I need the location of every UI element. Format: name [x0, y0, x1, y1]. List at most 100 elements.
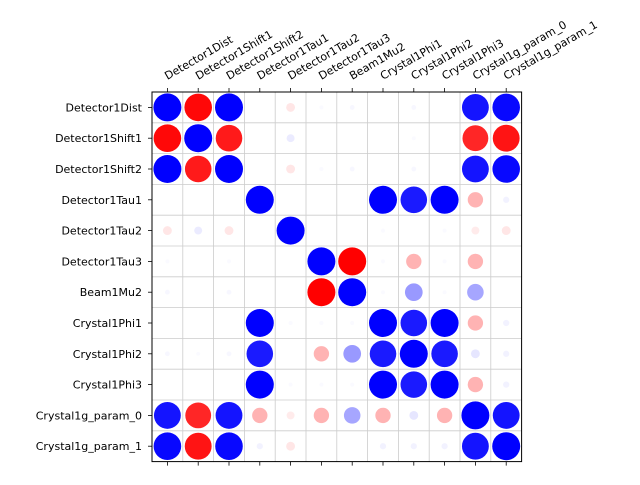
correlation-dot [256, 443, 263, 450]
correlation-dot [431, 340, 458, 368]
correlation-dot [492, 401, 520, 429]
correlation-dot [436, 407, 453, 424]
correlation-dot [153, 401, 181, 429]
correlation-dot [503, 350, 510, 357]
correlation-dot [197, 198, 200, 201]
correlation-dot [246, 340, 274, 368]
y-tick-label: Crystal1g_param_1 [36, 440, 142, 453]
correlation-dot [400, 309, 428, 337]
y-tick-label: Crystal1g_param_0 [36, 409, 142, 422]
frame-layer [148, 88, 523, 466]
cell-layer [153, 93, 521, 461]
correlation-dot [461, 401, 490, 430]
label-layer: Detector1DistDetector1DistDetector1Shift… [36, 18, 600, 453]
correlation-dot [289, 352, 292, 355]
correlation-dot [467, 376, 484, 393]
correlation-dot [184, 155, 212, 183]
correlation-dot [369, 309, 397, 337]
correlation-dot [319, 321, 324, 325]
correlation-dot [227, 321, 231, 325]
correlation-dot [165, 259, 170, 264]
correlation-dot [411, 136, 416, 141]
correlation-dot [258, 106, 261, 109]
correlation-dot [245, 185, 274, 214]
correlation-dot [197, 383, 200, 386]
correlation-dot [369, 340, 397, 368]
correlation-dot [351, 198, 354, 201]
y-tick-label: Detector1Shift1 [55, 132, 142, 145]
correlation-dot [320, 229, 323, 232]
y-tick-label: Beam1Mu2 [80, 286, 142, 299]
correlation-dot [351, 229, 354, 232]
correlation-dot [375, 407, 391, 424]
correlation-dot [215, 155, 243, 183]
correlation-dot [343, 344, 362, 363]
correlation-dot [503, 319, 510, 327]
correlation-dot [288, 321, 293, 325]
y-tick-label: Detector1Shift2 [55, 163, 142, 176]
correlation-dot [381, 228, 385, 233]
y-tick-label: Crystal1Phi1 [73, 317, 142, 330]
correlation-dot [442, 290, 447, 295]
correlation-dot [430, 185, 459, 214]
correlation-dot [307, 278, 336, 307]
correlation-dot [369, 185, 397, 214]
correlation-dot [492, 93, 520, 122]
correlation-dot [369, 370, 397, 399]
correlation-dot [258, 291, 261, 294]
correlation-dot [471, 226, 480, 235]
correlation-dot [338, 247, 367, 276]
correlation-dot [196, 351, 201, 356]
correlation-dot [492, 432, 521, 461]
correlation-dot [226, 289, 232, 295]
correlation-dot [215, 401, 243, 429]
correlation-dot [286, 102, 296, 112]
correlation-dot [443, 106, 446, 109]
correlation-dot [505, 260, 508, 263]
correlation-dot [215, 432, 243, 460]
correlation-dot [227, 383, 231, 386]
correlation-dot [430, 370, 459, 399]
correlation-dot [307, 247, 336, 276]
y-tick-label: Crystal1Phi2 [73, 348, 142, 361]
correlation-dot [289, 260, 292, 263]
correlation-dot [381, 106, 385, 109]
plot-frame [151, 91, 523, 463]
correlation-dot [197, 291, 200, 294]
correlation-dot [467, 283, 484, 301]
correlation-dot [289, 291, 292, 294]
correlation-dot [319, 382, 324, 387]
correlation-dot [184, 93, 212, 122]
correlation-dot [258, 229, 261, 232]
correlation-dot [381, 167, 385, 171]
correlation-dot [313, 407, 330, 424]
correlation-dot [153, 155, 182, 183]
correlation-dot [286, 134, 295, 143]
correlation-dot [406, 253, 422, 270]
correlation-dot [379, 443, 387, 450]
correlation-dot [409, 410, 419, 420]
correlation-dot [461, 155, 489, 183]
correlation-dot [320, 445, 323, 448]
correlation-dot [467, 315, 484, 331]
correlation-dot [276, 216, 305, 245]
correlation-dot [245, 309, 274, 337]
correlation-dot [258, 260, 261, 263]
correlation-dot [184, 432, 212, 460]
correlation-dot [349, 104, 355, 110]
y-tick-label: Crystal1Phi3 [73, 379, 142, 392]
correlation-dot [289, 198, 292, 201]
correlation-dot [153, 432, 182, 460]
grid-layer [152, 92, 522, 462]
correlation-dot [492, 155, 520, 183]
correlation-dot [185, 402, 212, 429]
correlation-dot [412, 229, 415, 232]
correlation-dot [227, 198, 231, 201]
y-tick-label: Detector1Tau1 [61, 194, 142, 207]
correlation-dot [462, 125, 489, 152]
correlation-dot [164, 351, 170, 357]
correlation-dot [215, 124, 243, 152]
correlation-dot [286, 441, 296, 451]
